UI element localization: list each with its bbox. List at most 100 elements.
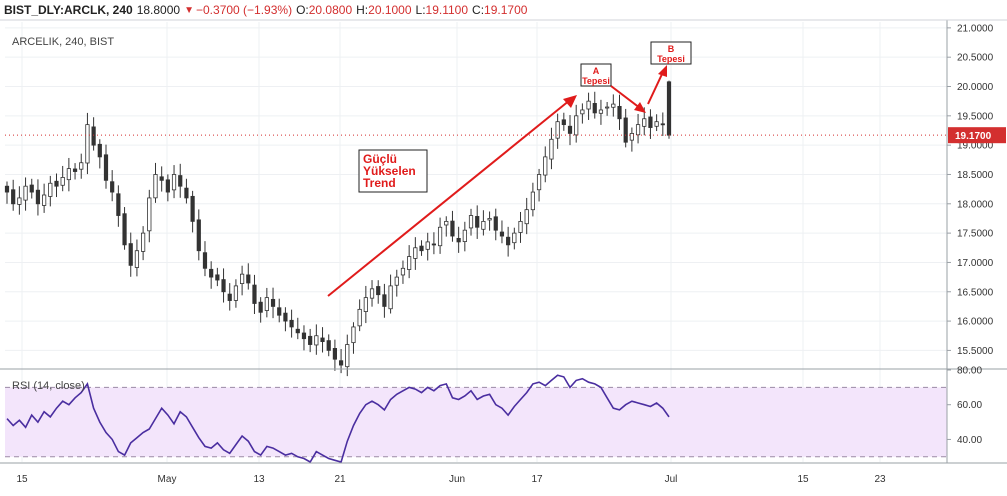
candle-body: [524, 209, 529, 225]
candle-body: [128, 243, 133, 266]
rsi-axis-tick-label: 60.00: [957, 400, 982, 411]
rsi-axis-tick-label: 40.00: [957, 435, 982, 446]
candle-body: [419, 245, 424, 252]
candle-body: [549, 138, 554, 160]
b-peak-annotation-box: [650, 41, 692, 65]
candle-body: [592, 103, 597, 114]
candle-body: [487, 218, 492, 221]
last-price-badge: [948, 127, 1006, 144]
candle-body: [308, 335, 313, 345]
candle-body: [240, 273, 245, 284]
candle-body: [666, 81, 672, 136]
candle-body: [252, 284, 257, 304]
candle-body: [301, 332, 307, 340]
candle-body: [555, 121, 560, 139]
candle-body: [103, 154, 109, 181]
candle-body: [363, 297, 368, 312]
candle-body: [264, 297, 269, 311]
candle-body: [122, 213, 127, 246]
last-price: 18.8000: [136, 3, 181, 17]
time-axis-tick-label: 23: [874, 474, 886, 485]
candle-body: [660, 123, 665, 126]
price-change: −0.3700 (−1.93%): [196, 3, 293, 17]
price-axis-tick-label: 18.0000: [957, 199, 994, 210]
price-axis-tick-label: 18.5000: [957, 170, 994, 181]
symbol-label[interactable]: BIST_DLY:ARCLK, 240: [4, 3, 133, 17]
candle-body: [400, 267, 406, 276]
dip-to-b-arrow-head: [658, 65, 667, 77]
candle-body: [605, 106, 610, 109]
candle-body: [196, 219, 201, 252]
candle-body: [586, 100, 591, 110]
candle-body: [221, 279, 226, 293]
open-value: 20.0800: [308, 3, 353, 17]
candle-body: [425, 241, 430, 250]
candle-body: [42, 194, 47, 206]
trend-arrow-head: [563, 95, 577, 108]
price-axis-tick-label: 16.0000: [957, 317, 994, 328]
close-label: C:: [472, 3, 485, 17]
candle-body: [60, 177, 65, 186]
candle-body: [536, 174, 542, 191]
candle-body: [141, 232, 146, 252]
candle-body: [17, 197, 22, 205]
candle-body: [227, 293, 232, 301]
candle-body: [635, 124, 641, 136]
candle-body: [598, 109, 604, 114]
high-label: H:: [356, 3, 369, 17]
candle-body: [506, 236, 511, 246]
time-axis-tick-label: Jul: [665, 474, 678, 485]
candle-body: [326, 340, 331, 351]
candle-body: [338, 360, 344, 366]
candle-body: [66, 168, 71, 181]
price-axis-tick-label: 19.5000: [957, 111, 994, 122]
candle-body: [481, 220, 486, 230]
candle-body: [543, 156, 548, 176]
price-axis-tick-label: 20.0000: [957, 82, 994, 93]
a-to-dip-arrow-head: [634, 102, 646, 113]
price-axis-tick-label: 21.0000: [957, 23, 994, 34]
price-axis-tick-label: 16.5000: [957, 287, 994, 298]
candle-body: [110, 181, 115, 193]
candle-body: [623, 117, 628, 143]
open-label: O:: [296, 3, 309, 17]
price-axis-tick-label: 19.0000: [957, 141, 994, 152]
a-peak-annotation-text: A: [593, 66, 600, 76]
candle-body: [147, 197, 152, 232]
candle-body: [493, 216, 498, 231]
candle-body: [11, 189, 16, 205]
candle-body: [567, 125, 573, 134]
candle-body: [134, 250, 140, 268]
price-axis-tick-label: 17.0000: [957, 258, 994, 269]
candle-body: [97, 143, 102, 158]
b-peak-annotation-text: Tepesi: [657, 54, 685, 64]
candle-body: [629, 133, 634, 141]
trend-annotation-text: Trend: [363, 176, 396, 190]
time-axis-tick-label: 21: [334, 474, 346, 485]
candle-body: [611, 103, 616, 108]
candle-body: [233, 285, 239, 301]
chart-title: ARCELIK, 240, BIST: [12, 36, 114, 48]
rsi-title: RSI (14, close): [12, 380, 85, 392]
candle-body: [499, 231, 505, 237]
candle-body: [258, 301, 263, 313]
candle-body: [617, 105, 622, 120]
candle-body: [394, 276, 399, 286]
candle-body: [642, 118, 647, 127]
trend-arrow-line: [327, 99, 571, 297]
candle-body: [376, 286, 381, 296]
a-peak-annotation-box: [580, 63, 612, 87]
candle-body: [351, 326, 356, 344]
candle-body: [23, 185, 28, 201]
trend-annotation-box: [358, 149, 428, 193]
candle-body: [648, 116, 653, 128]
candle-body: [561, 119, 566, 126]
candle-body: [574, 115, 579, 136]
rsi-line: [6, 374, 670, 464]
candle-body: [184, 187, 189, 199]
time-axis-tick-label: 15: [16, 474, 28, 485]
candle-body: [215, 274, 220, 281]
candle-body: [54, 180, 59, 187]
